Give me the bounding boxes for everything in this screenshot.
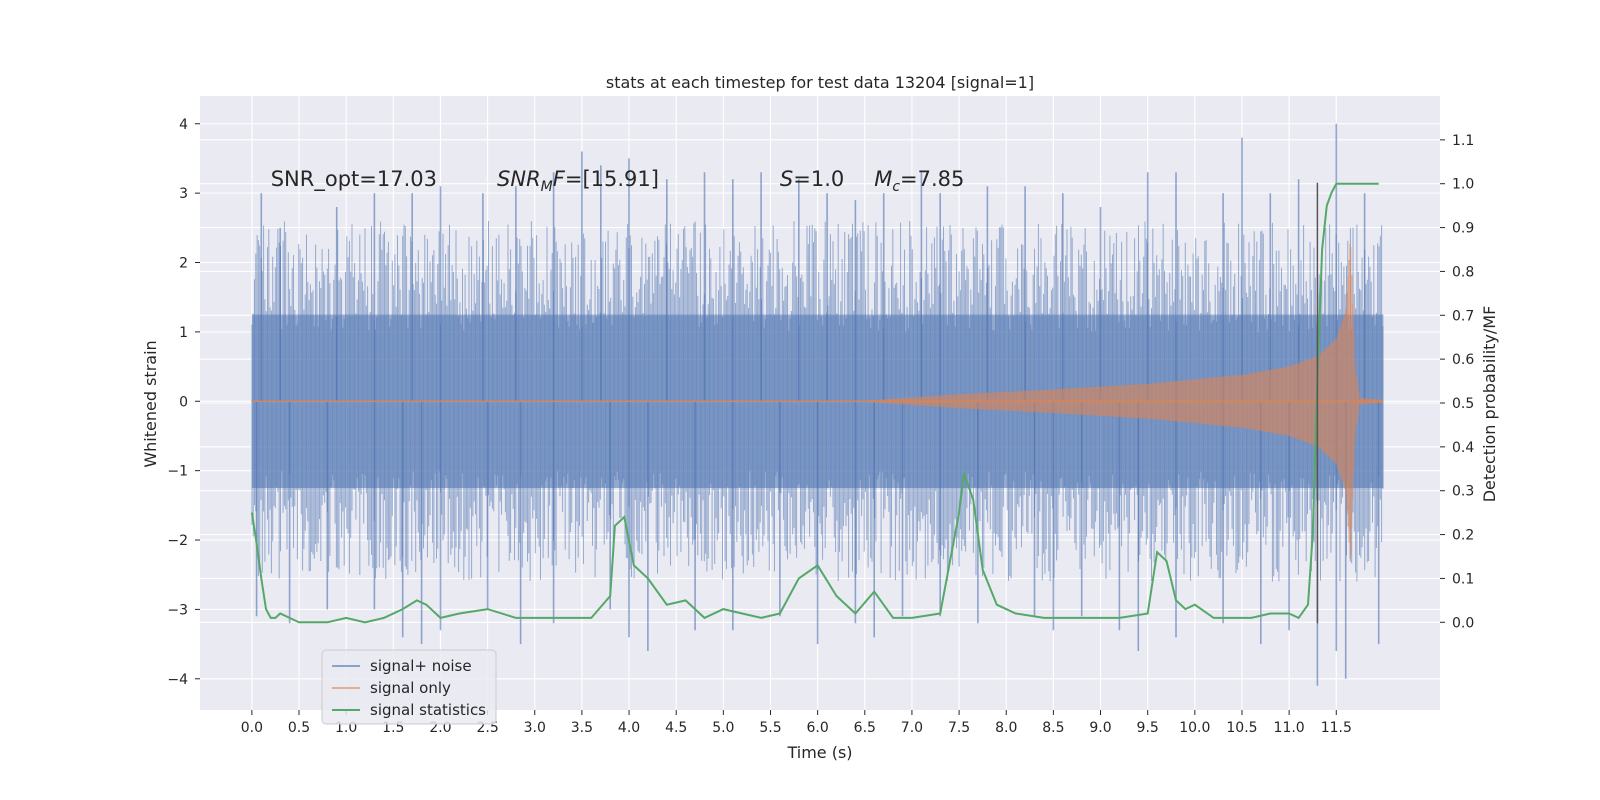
y-tick-label: −1 — [167, 464, 188, 480]
y2-tick-label: 0.3 — [1452, 484, 1474, 500]
y2-tick-label: 0.0 — [1452, 615, 1474, 631]
y2-tick-label: 0.2 — [1452, 528, 1474, 544]
x-tick-label: 5.0 — [712, 720, 734, 736]
x-axis-label: Time (s) — [786, 743, 852, 762]
y2-tick-label: 0.9 — [1452, 221, 1474, 237]
x-tick-label: 6.0 — [807, 720, 829, 736]
legend-label: signal statistics — [370, 701, 486, 719]
legend-label: signal only — [370, 679, 451, 697]
x-tick-label: 8.5 — [1042, 720, 1064, 736]
annotation-mc-value: Mc=7.85 — [874, 167, 964, 195]
series-signal-only — [251, 243, 1384, 559]
x-tick-label: 0.5 — [288, 720, 310, 736]
y-tick-label: 4 — [179, 117, 188, 133]
y-tick-label: 0 — [179, 394, 188, 410]
annotations: SNR_opt=17.03 SNRMF=[15.91] S=1.0 Mc=7.85 — [271, 167, 965, 195]
x-tick-label: 6.5 — [854, 720, 876, 736]
x-tick-label: 5.5 — [759, 720, 781, 736]
y-tick-label: −4 — [167, 672, 188, 688]
x-tick-label: 7.0 — [901, 720, 923, 736]
x-tick-label: 11.0 — [1274, 720, 1305, 736]
y2-axis-label: Detection probability/MF — [1480, 306, 1499, 503]
y2-tick-label: 0.6 — [1452, 352, 1474, 368]
legend-box — [321, 649, 497, 725]
annotation-part: SNR_opt=17.03 — [271, 167, 437, 192]
x-tick-label: 3.0 — [524, 720, 546, 736]
y2-tick-label: 0.5 — [1452, 396, 1474, 412]
annotation-part: SNR — [497, 167, 541, 191]
annotation-part: =[15.91] — [565, 167, 659, 191]
y-tick-label: 3 — [179, 186, 188, 202]
y-tick-label: 1 — [179, 325, 188, 341]
y-tick-label: −3 — [167, 602, 188, 618]
annotation-part: M — [874, 167, 892, 191]
x-tick-label: 11.5 — [1321, 720, 1352, 736]
legend-label: signal+ noise — [370, 657, 472, 675]
x-axis: 0.0 0.5 1.0 1.5 2.0 2.5 3.0 3.5 4.0 4.5 5.0 5.5 6.0 6… — [241, 710, 1352, 736]
annotation-part: c — [892, 179, 900, 195]
x-tick-label: 9.0 — [1089, 720, 1111, 736]
y2-tick-label: 0.4 — [1452, 440, 1474, 456]
x-tick-label: 4.5 — [665, 720, 687, 736]
chart-title: stats at each timestep for test data 132… — [606, 73, 1034, 92]
annotation-snr-mf: SNRMF=[15.91] — [497, 167, 659, 195]
annotation-part: =1.0 — [793, 167, 844, 191]
annotation-part: F — [553, 167, 566, 191]
x-tick-label: 4.0 — [618, 720, 640, 736]
x-tick-label: 10.0 — [1179, 720, 1210, 736]
annotation-snr-opt: SNR_opt=17.03 — [271, 167, 437, 192]
y-axis-left: −4 −3 −2 −1 0 1 2 3 4 — [167, 117, 200, 688]
y2-tick-label: 0.7 — [1452, 308, 1474, 324]
y2-tick-label: 1.1 — [1452, 133, 1474, 149]
noise-peaks — [255, 123, 1380, 686]
y-axis-label: Whitened strain — [141, 340, 160, 467]
annotation-part: S — [780, 167, 793, 191]
y2-tick-label: 1.0 — [1452, 177, 1474, 193]
y2-tick-label: 0.8 — [1452, 264, 1474, 280]
statistics-line — [250, 182, 1379, 624]
x-tick-label: 8.0 — [995, 720, 1017, 736]
y-tick-label: 2 — [179, 256, 188, 272]
x-tick-label: 10.5 — [1226, 720, 1257, 736]
series-signal-statistics — [250, 182, 1379, 624]
x-tick-label: 7.5 — [948, 720, 970, 736]
x-tick-label: 3.5 — [571, 720, 593, 736]
annotation-part: =7.85 — [900, 167, 964, 191]
series-layer — [250, 123, 1384, 686]
y-axis-right: 0.0 0.1 0.2 0.3 0.4 0.5 0.6 0.7 0.8 0.9 1.0 1.1 — [1440, 133, 1474, 631]
annotation-s-value: S=1.0 — [780, 167, 844, 191]
y2-tick-label: 0.1 — [1452, 571, 1474, 587]
annotation-part: M — [541, 179, 553, 195]
x-tick-label: 9.5 — [1137, 720, 1159, 736]
x-tick-label: 0.0 — [241, 720, 263, 736]
y-tick-label: −2 — [167, 533, 188, 549]
legend: signal+ noise signal only signal statistic… — [321, 649, 497, 725]
